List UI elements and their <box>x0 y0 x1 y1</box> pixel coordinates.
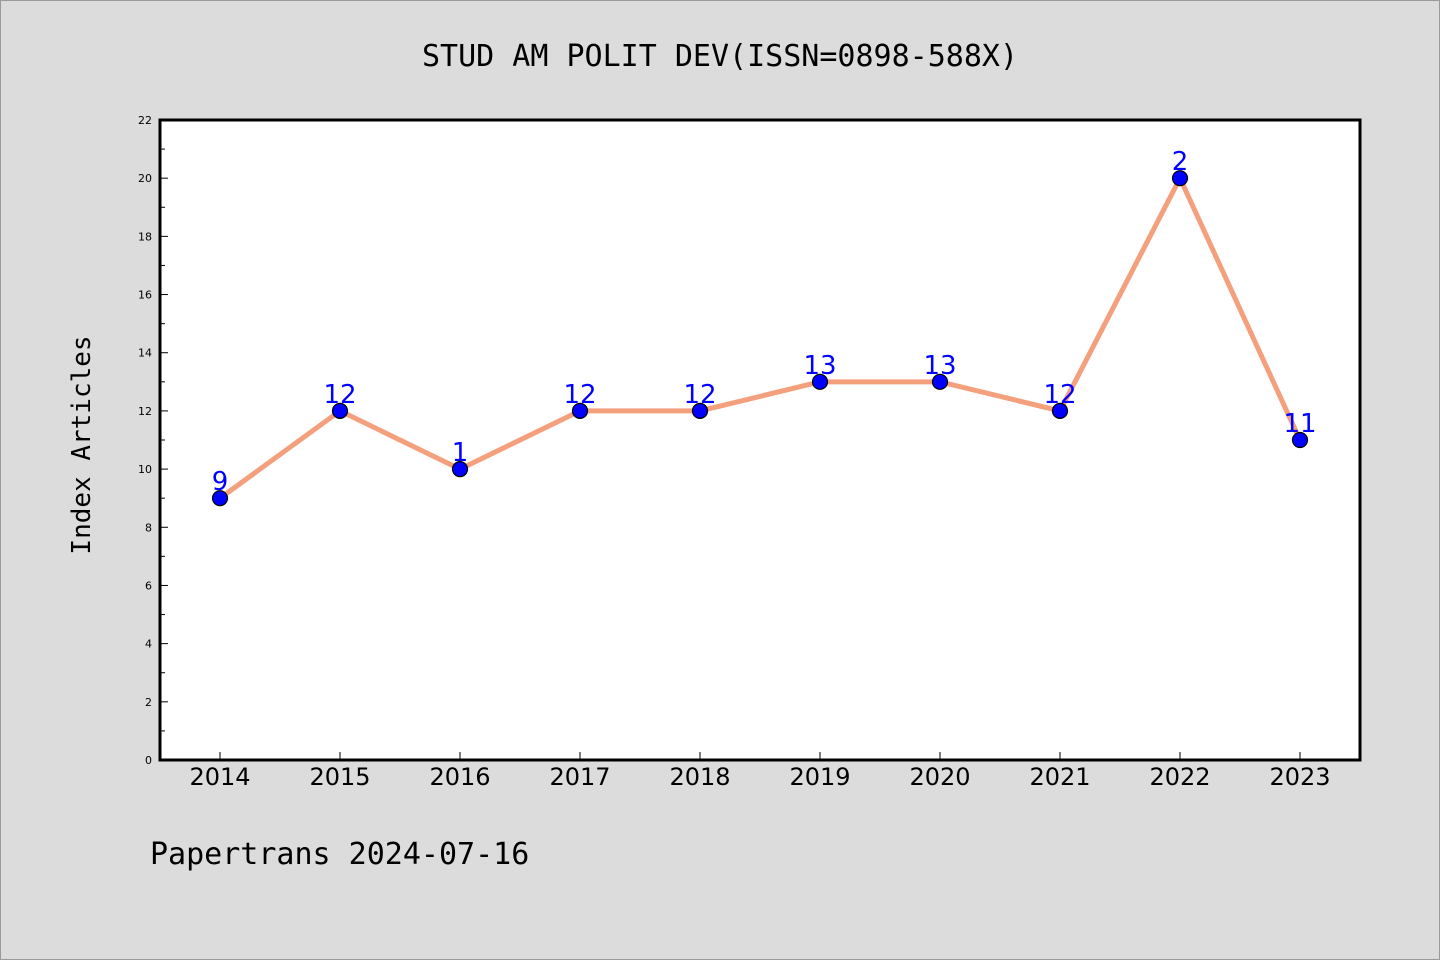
x-tick-label: 2021 <box>1029 763 1090 791</box>
y-tick-label: 16 <box>138 289 152 302</box>
series-line <box>217 175 1303 501</box>
data-points <box>211 170 1309 507</box>
data-point <box>1291 431 1309 449</box>
data-label: 12 <box>563 380 596 410</box>
x-tick-label: 2023 <box>1269 763 1330 791</box>
data-label: 9 <box>212 467 229 497</box>
data-point <box>1171 170 1189 187</box>
data-point <box>1051 402 1069 420</box>
y-tick-label: 20 <box>138 172 152 185</box>
x-tick-label: 2015 <box>309 763 370 791</box>
x-tick-label: 2014 <box>189 763 250 791</box>
data-label: 12 <box>1043 380 1076 410</box>
data-point <box>691 402 709 420</box>
footer-source-date: Papertrans 2024-07-16 <box>150 837 529 872</box>
data-point <box>451 460 469 478</box>
y-tick-label: 6 <box>145 579 152 592</box>
y-tick-label: 22 <box>138 114 152 127</box>
data-point <box>811 373 829 390</box>
y-tick-label: 10 <box>138 463 152 476</box>
data-point <box>571 402 589 420</box>
y-tick-label: 14 <box>138 347 152 360</box>
data-point <box>331 402 349 420</box>
y-tick-label: 12 <box>138 405 152 418</box>
data-label: 13 <box>923 351 956 381</box>
data-label: 12 <box>323 380 356 410</box>
data-point <box>211 490 229 507</box>
data-label: 11 <box>1283 409 1316 439</box>
data-label: 1 <box>452 438 469 468</box>
data-labels: 9 12 1 12 12 13 13 12 2 11 <box>212 147 1317 497</box>
y-tick-label: 18 <box>138 230 152 243</box>
series-line-group <box>217 175 1303 501</box>
data-label: 13 <box>803 351 836 381</box>
x-tick-label: 2016 <box>429 763 490 791</box>
y-tick-label: 2 <box>145 696 152 709</box>
y-tick-label: 8 <box>145 521 152 534</box>
y-tick-label: 4 <box>145 638 152 651</box>
data-label: 12 <box>683 380 716 410</box>
x-tick-label: 2020 <box>909 763 970 791</box>
x-tick-label: 2017 <box>549 763 610 791</box>
y-tick-label: 0 <box>145 754 152 767</box>
data-label: 2 <box>1172 147 1189 177</box>
plot-area <box>158 118 1362 762</box>
x-tick-label: 2018 <box>669 763 730 791</box>
x-tick-label: 2019 <box>789 763 850 791</box>
y-axis-ticks: 0 2 4 6 8 10 12 14 16 18 20 22 <box>138 114 168 767</box>
chart-title: STUD AM POLIT DEV(ISSN=0898-588X) <box>422 39 1018 74</box>
x-tick-label: 2022 <box>1149 763 1210 791</box>
x-axis-ticks: 2014 2015 2016 2017 2018 2019 2020 2021 2022 2023 <box>189 752 1331 791</box>
y-axis-label: Index Articles <box>67 335 97 554</box>
data-point <box>931 373 949 390</box>
